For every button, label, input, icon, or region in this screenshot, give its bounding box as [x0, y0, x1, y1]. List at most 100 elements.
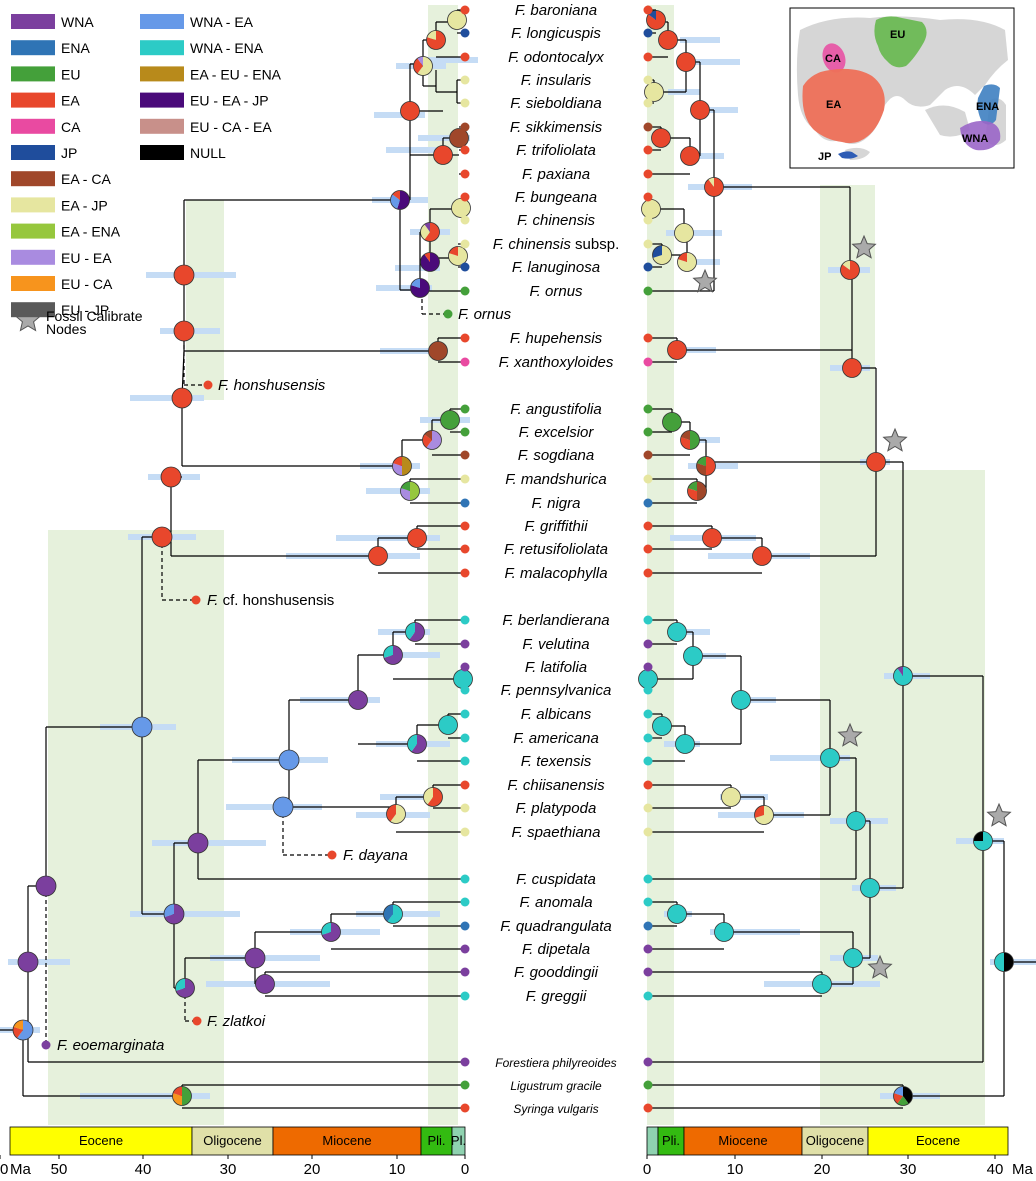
- tip-dot-left: [460, 874, 470, 884]
- taxon-genus: F.: [504, 541, 520, 558]
- taxon-genus: F.: [512, 824, 528, 841]
- map-label-jp: JP: [818, 151, 831, 163]
- node-pie: [687, 481, 707, 501]
- tip-dot-left: [460, 404, 470, 414]
- tip-dot-right: [643, 780, 653, 790]
- node-pie: [453, 669, 473, 689]
- legend-label: EU - JP: [61, 302, 109, 318]
- node-pie: [422, 430, 442, 450]
- tip-dot-left: [460, 685, 470, 695]
- taxon-genus: F.: [510, 119, 526, 136]
- node-pie: [680, 146, 700, 166]
- node-pie: [272, 796, 294, 818]
- node-pie: [151, 526, 173, 548]
- taxon-genus: F.: [532, 495, 548, 512]
- legend-label: EU: [61, 66, 80, 82]
- taxon-epithet: xanthoxyloides: [513, 354, 614, 371]
- taxon-epithet: americana: [529, 730, 599, 747]
- tip-dot-right: [643, 122, 653, 132]
- node-pie: [400, 101, 420, 121]
- node-pie: [842, 358, 862, 378]
- fossil-calibration-star: [867, 954, 893, 979]
- taxon-genus: F.: [522, 166, 538, 183]
- hpd-bar: [690, 59, 740, 65]
- tip-dot-right: [643, 98, 653, 108]
- hpd-bar: [390, 652, 440, 658]
- tip-dot-right: [643, 662, 653, 672]
- tip-dot-left: [460, 450, 470, 460]
- legend-label: EU - EA - JP: [190, 93, 269, 109]
- node-pie: [667, 340, 687, 360]
- fossil-calibration-star: [837, 722, 863, 747]
- tip-dot-right: [643, 215, 653, 225]
- taxon-epithet: angustifolia: [526, 401, 602, 418]
- taxon-label: F. sogdiana: [518, 447, 594, 464]
- map-region-wna: [960, 120, 1001, 151]
- node-pie: [973, 831, 993, 851]
- taxon-epithet: griffithii: [540, 518, 588, 535]
- taxon-epithet: odontocalyx: [524, 49, 605, 66]
- fossil-dot: [203, 380, 213, 390]
- tip-dot-right: [643, 521, 653, 531]
- node-pie: [662, 412, 682, 432]
- legend-label: EA - ENA: [61, 224, 121, 240]
- epoch-box: [191, 1126, 274, 1156]
- legend-swatch: [11, 249, 55, 265]
- node-pie: [641, 199, 661, 219]
- tip-dot-left: [460, 474, 470, 484]
- node-pie: [400, 481, 420, 501]
- epoch-box: [420, 1126, 453, 1156]
- tip-dot-left: [460, 215, 470, 225]
- taxon-epithet: chinensis: [533, 212, 596, 229]
- taxon-label: F. nigra: [532, 495, 581, 512]
- node-pie: [860, 878, 880, 898]
- taxon-genus: F.: [515, 189, 531, 206]
- legend-swatch: [11, 40, 55, 56]
- legend-swatch: [11, 302, 55, 318]
- epoch-label: Pli.: [662, 1133, 680, 1148]
- band-right-eocene: [875, 470, 985, 1125]
- taxon-genus: F.: [521, 753, 537, 770]
- tick-label: 40: [135, 1161, 152, 1178]
- legend-label: EU - CA: [61, 276, 113, 292]
- taxon-epithet: dipetala: [538, 941, 591, 958]
- taxon-label: F. cuspidata: [516, 871, 596, 888]
- tick-label: 40: [987, 1161, 1004, 1178]
- tip-dot-right: [643, 897, 653, 907]
- hpd-bar: [374, 112, 425, 118]
- taxon-genus: F.: [522, 941, 538, 958]
- taxon-label: F. velutina: [522, 636, 589, 653]
- tip-dot-left: [460, 28, 470, 38]
- right-phylogeny: [647, 9, 1036, 1109]
- node-pie: [721, 787, 741, 807]
- hpd-bar: [366, 488, 430, 494]
- tip-dot-right: [643, 944, 653, 954]
- tip-dot-right: [643, 921, 653, 931]
- map-region-enaa: [977, 84, 1000, 125]
- node-pie: [675, 734, 695, 754]
- fossil-label: F. dayana: [343, 847, 408, 864]
- taxon-label: F. insularis: [521, 72, 592, 89]
- tip-dot-right: [643, 568, 653, 578]
- legend-label: CA: [61, 119, 81, 135]
- taxon-label: F. xanthoxyloides: [499, 354, 614, 371]
- hpd-bar: [666, 230, 722, 236]
- node-ancestral-area-pies: [12, 10, 1014, 1106]
- node-pie: [348, 690, 368, 710]
- taxon-epithet: sikkimensis: [525, 119, 602, 136]
- node-pie: [407, 528, 427, 548]
- taxon-genus: F.: [510, 401, 526, 418]
- left-time-scale: Eocene Oligocene Miocene Pli. Pl. 50 40 30 20 10 0…: [9, 1126, 469, 1178]
- tip-dot-right: [643, 685, 653, 695]
- taxon-genus: F.: [505, 471, 521, 488]
- legend-swatch: [11, 14, 55, 29]
- background-bands: [48, 5, 985, 1125]
- band-right-pliocene: [647, 5, 674, 1125]
- tip-dot-left: [460, 991, 470, 1001]
- map-region-jp: [838, 151, 858, 159]
- epoch-box: [9, 1126, 193, 1156]
- taxon-genus: F.: [526, 988, 542, 1005]
- node-pie: [171, 387, 193, 409]
